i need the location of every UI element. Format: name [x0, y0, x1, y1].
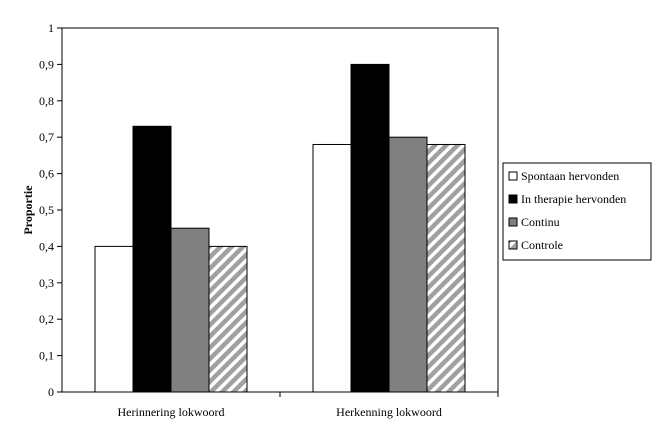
y-tick-label: 0,3 — [39, 276, 54, 290]
legend-swatch — [508, 171, 518, 181]
x-category-label: Herinnering lokwoord — [118, 405, 225, 419]
bar-continu-2 — [388, 136, 428, 393]
y-axis: 0 0,1 0,2 0,3 0,4 0,5 0,6 0,7 0,8 0,9 1 — [39, 21, 62, 399]
bars-group — [94, 63, 499, 397]
legend-label: Spontaan hervonden — [521, 169, 619, 183]
x-category-label: Herkenning lokwoord — [336, 405, 442, 419]
legend: Spontaan hervonden In therapie hervonden C… — [502, 162, 652, 261]
y-tick-label: 0,8 — [39, 94, 54, 108]
y-tick-label: 0,9 — [39, 57, 54, 71]
bar-continu-1 — [170, 227, 210, 393]
y-tick-label: 0,2 — [39, 312, 54, 326]
y-tick-label: 0,4 — [39, 239, 54, 253]
legend-label: Controle — [521, 238, 563, 252]
legend-label: Continu — [521, 215, 560, 229]
legend-swatch — [508, 240, 518, 250]
y-tick-label: 0,6 — [39, 167, 54, 181]
bar-spontaan-hervonden-1 — [94, 245, 134, 393]
y-tick-label: 0,7 — [39, 130, 54, 144]
legend-swatch — [508, 217, 518, 227]
bar-controle-1 — [208, 245, 248, 393]
y-axis-title: Proportie — [21, 185, 35, 235]
bar-in-therapie-hervonden-2 — [350, 63, 390, 393]
x-axis-labels: Herinnering lokwoord Herkenning lokwoord — [118, 405, 442, 419]
legend-label: In therapie hervonden — [521, 192, 626, 206]
y-tick-label: 0,5 — [39, 203, 54, 217]
bar-controle-2 — [426, 143, 466, 393]
y-tick-label: 1 — [48, 21, 54, 35]
bar-in-therapie-hervonden-1 — [132, 125, 172, 393]
bar-spontaan-hervonden-2 — [312, 143, 352, 393]
legend-frame — [502, 162, 652, 261]
y-tick-label: 0 — [48, 385, 54, 399]
legend-swatch — [508, 194, 518, 204]
y-tick-label: 0,1 — [39, 349, 54, 363]
